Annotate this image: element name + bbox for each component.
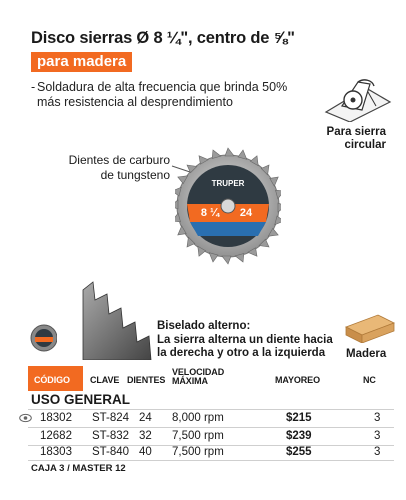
- packaging-footer: CAJA 3 / MASTER 12: [31, 463, 126, 474]
- wood-plank-icon: [345, 314, 395, 343]
- saw-blade-icon: TRUPER 8 ¼ 24: [175, 147, 281, 265]
- row-divider: [28, 445, 394, 446]
- row-divider: [28, 427, 394, 428]
- bevel-title: Biselado alterno:: [157, 320, 251, 332]
- alternating-teeth-icon: [82, 281, 152, 360]
- header-price: MAYOREO: [275, 375, 320, 385]
- cell-price: $255: [286, 446, 312, 458]
- table-row: 18303 ST-840 40 7,500 rpm $255 3: [28, 446, 394, 460]
- bevel-description: La sierra alterna un diente hacia la der…: [157, 334, 333, 359]
- circular-saw-icon: [324, 79, 392, 122]
- cell-price: $239: [286, 430, 312, 442]
- cell-speed: 7,500 rpm: [172, 430, 224, 442]
- row-divider: [28, 409, 394, 410]
- header-teeth: DIENTES: [127, 375, 166, 385]
- table-row: 12682 ST-832 32 7,500 rpm $239 3: [28, 430, 394, 444]
- small-blade-icon: [30, 324, 57, 352]
- cell-nc: 3: [374, 412, 381, 424]
- table-header: CÓDIGO CLAVE DIENTES VELOCIDAD MÁXIMA MA…: [28, 366, 394, 391]
- blade-size: 8 ¼: [201, 207, 220, 219]
- cell-teeth: 24: [139, 412, 152, 424]
- cell-code: 18303: [40, 446, 72, 458]
- feature-bullet: - Soldadura de alta frecuencia que brind…: [31, 80, 291, 110]
- cell-nc: 3: [374, 446, 381, 458]
- blade-teeth: 24: [240, 207, 253, 219]
- table-row: 18302 ST-824 24 8,000 rpm $215 3: [19, 412, 394, 426]
- feature-text: Soldadura de alta frecuencia que brinda …: [37, 80, 288, 109]
- row-divider: [28, 460, 394, 461]
- cell-key: ST-832: [92, 430, 130, 442]
- cell-speed: 8,000 rpm: [172, 412, 224, 424]
- cell-code: 12682: [40, 430, 72, 442]
- header-key: CLAVE: [90, 375, 120, 385]
- cell-teeth: 40: [139, 446, 152, 458]
- usage-label: Para sierra circular: [326, 126, 386, 151]
- cell-teeth: 32: [139, 430, 152, 442]
- cell-speed: 7,500 rpm: [172, 446, 224, 458]
- cell-code: 18302: [40, 412, 72, 424]
- bullet-marker: -: [31, 80, 36, 94]
- header-speed: VELOCIDAD MÁXIMA: [172, 367, 225, 386]
- header-code: CÓDIGO: [34, 375, 70, 385]
- header-nc: NC: [363, 375, 376, 385]
- section-title: USO GENERAL: [31, 392, 131, 407]
- teeth-callout: Dientes de carburo de tungsteno: [68, 153, 170, 182]
- cell-key: ST-824: [92, 412, 130, 424]
- cell-key: ST-840: [92, 446, 130, 458]
- eye-icon[interactable]: [19, 413, 32, 423]
- subtitle-badge: para madera: [31, 52, 133, 72]
- header-code-band: [28, 366, 83, 391]
- cell-nc: 3: [374, 430, 381, 442]
- cell-price: $215: [286, 412, 312, 424]
- blade-brand: TRUPER: [212, 179, 245, 188]
- product-title: Disco sierras Ø 8 ¼", centro de ⅝": [31, 29, 295, 47]
- material-label: Madera: [346, 348, 387, 360]
